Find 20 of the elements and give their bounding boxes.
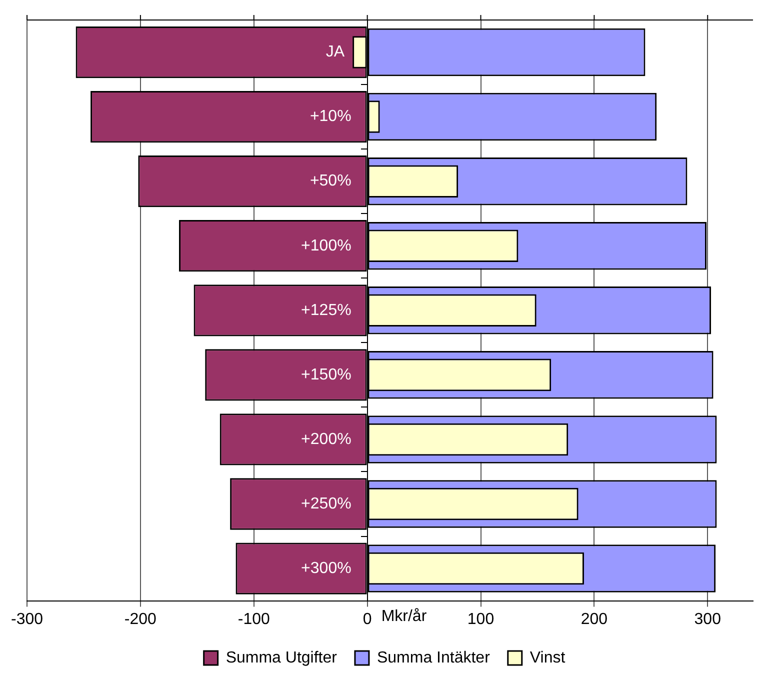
y-tick-label: +100% — [301, 237, 352, 254]
x-tick-label: 0 — [362, 610, 372, 628]
x-tick-label: 300 — [694, 610, 722, 628]
legend-label: Vinst — [530, 649, 566, 666]
y-tick-label: +10% — [310, 108, 352, 126]
y-tick-label: +200% — [301, 430, 352, 448]
legend-label: Summa Intäkter — [376, 649, 491, 666]
y-tick-label: +300% — [301, 560, 352, 577]
x-axis-title: Mkr/år — [381, 608, 428, 626]
y-tick-label: +50% — [310, 172, 352, 190]
y-tick-label: JA — [326, 44, 345, 61]
x-tick-label: -100 — [238, 610, 270, 628]
y-tick-label: +125% — [301, 302, 352, 319]
y-tick-label: +150% — [301, 366, 352, 384]
legend-label: Summa Utgifter — [226, 649, 338, 666]
x-tick-label: -200 — [124, 610, 157, 628]
x-tick-label: 200 — [580, 610, 608, 628]
x-tick-label: 100 — [467, 610, 494, 628]
y-tick-label: +250% — [301, 495, 352, 512]
x-tick-label: -300 — [10, 610, 44, 628]
